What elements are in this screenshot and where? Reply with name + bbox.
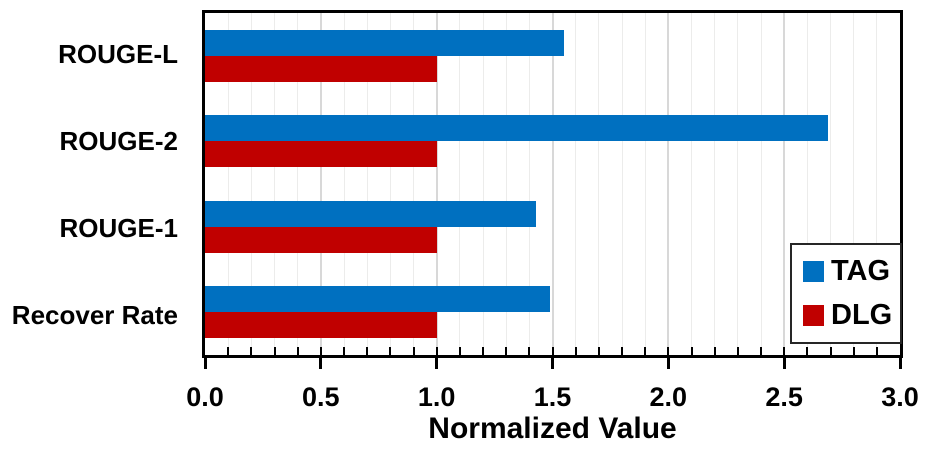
minor-gridline xyxy=(482,13,484,355)
major-gridline xyxy=(551,13,554,355)
major-gridline xyxy=(435,13,438,355)
minor-tick-mark xyxy=(667,347,670,355)
major-tick-mark xyxy=(319,358,323,369)
major-tick-mark xyxy=(898,358,902,369)
minor-gridline xyxy=(575,13,577,355)
minor-tick-mark xyxy=(366,347,369,355)
x-tick-label: 3.0 xyxy=(881,382,919,412)
bar-tag-rouge-1 xyxy=(205,200,537,227)
minor-tick-mark xyxy=(389,347,392,355)
minor-gridline xyxy=(760,13,762,355)
minor-gridline xyxy=(505,13,507,355)
legend-swatch-blue xyxy=(803,261,824,283)
bar-tag-rouge-2 xyxy=(205,115,829,142)
major-gridline xyxy=(783,13,786,355)
bar-tag-rouge-l xyxy=(205,29,565,56)
x-tick-label: 0.5 xyxy=(302,382,340,412)
x-tick-label: 2.5 xyxy=(765,382,803,412)
major-tick-mark xyxy=(551,358,554,369)
minor-gridline xyxy=(343,13,345,355)
minor-tick-mark xyxy=(829,347,832,355)
minor-tick-mark xyxy=(852,347,855,355)
minor-gridline xyxy=(691,13,692,355)
minor-tick-mark xyxy=(250,347,253,355)
minor-gridline xyxy=(876,13,878,355)
major-tick-mark xyxy=(203,358,207,369)
major-tick-mark xyxy=(782,358,786,369)
minor-tick-mark xyxy=(690,347,693,355)
bar-dlg-rouge-2 xyxy=(205,141,437,168)
minor-gridline xyxy=(413,13,414,355)
minor-tick-mark xyxy=(296,347,299,355)
minor-gridline xyxy=(227,13,229,355)
minor-gridline xyxy=(737,13,739,355)
minor-gridline xyxy=(598,13,600,355)
bar-dlg-rouge-1 xyxy=(205,226,437,253)
minor-gridline xyxy=(250,13,252,355)
minor-gridline xyxy=(274,13,275,355)
category-label-rouge-1: ROUGE-1 xyxy=(59,212,178,243)
minor-tick-mark xyxy=(783,347,786,355)
minor-tick-mark xyxy=(435,347,438,355)
major-gridline xyxy=(667,13,670,355)
minor-gridline xyxy=(389,13,391,355)
x-tick-label: 1.5 xyxy=(533,382,572,412)
minor-gridline xyxy=(806,13,808,355)
minor-tick-mark xyxy=(227,347,230,355)
minor-tick-mark xyxy=(343,347,345,355)
minor-gridline xyxy=(297,13,299,355)
minor-tick-mark xyxy=(806,347,809,355)
plot-area: TAG DLG xyxy=(202,10,903,358)
minor-tick-mark xyxy=(528,347,531,355)
major-tick-mark xyxy=(435,358,439,369)
legend-label: TAG xyxy=(831,255,891,288)
minor-tick-mark xyxy=(760,347,762,355)
minor-tick-mark xyxy=(621,347,623,355)
minor-tick-mark xyxy=(736,347,739,355)
y-axis-category-labels: ROUGE-L ROUGE-2 ROUGE-1 Recover Rate xyxy=(0,10,180,358)
legend-item-dlg: DLG xyxy=(803,298,896,331)
minor-gridline xyxy=(528,13,530,355)
minor-tick-mark xyxy=(412,347,415,355)
bar-tag-recover-rate xyxy=(205,286,551,313)
bar-dlg-recover-rate xyxy=(205,312,437,339)
minor-gridline xyxy=(644,13,646,355)
bar-dlg-rouge-l xyxy=(205,55,437,82)
minor-tick-mark xyxy=(644,347,647,355)
minor-gridline xyxy=(853,13,855,355)
category-label-recover-rate: Recover Rate xyxy=(11,299,178,330)
major-tick-mark xyxy=(666,358,670,369)
minor-tick-mark xyxy=(319,347,322,355)
minor-gridline xyxy=(366,13,368,355)
minor-gridline xyxy=(459,13,461,355)
major-gridline xyxy=(319,13,322,355)
minor-tick-mark xyxy=(482,347,484,355)
minor-tick-mark xyxy=(597,347,600,355)
minor-tick-mark xyxy=(713,347,716,355)
x-tick-label: 0.0 xyxy=(186,382,224,412)
category-label-rouge-2: ROUGE-2 xyxy=(59,125,178,156)
minor-tick-mark xyxy=(458,347,461,355)
minor-gridline xyxy=(830,13,831,355)
minor-tick-mark xyxy=(273,347,276,355)
legend-item-tag: TAG xyxy=(803,257,896,286)
minor-tick-mark xyxy=(875,347,878,355)
minor-gridline xyxy=(714,13,716,355)
category-label-rouge-l: ROUGE-L xyxy=(58,38,178,69)
minor-tick-mark xyxy=(505,347,508,355)
minor-tick-mark xyxy=(574,347,577,355)
legend: TAG DLG xyxy=(790,243,902,344)
x-tick-label: 2.0 xyxy=(649,382,688,412)
minor-tick-mark xyxy=(551,347,554,355)
x-tick-label: 1.0 xyxy=(417,382,456,412)
minor-gridline xyxy=(621,13,623,355)
x-axis-title: Normalized Value xyxy=(428,412,677,445)
legend-label: DLG xyxy=(831,298,893,331)
legend-swatch-red xyxy=(803,304,824,326)
